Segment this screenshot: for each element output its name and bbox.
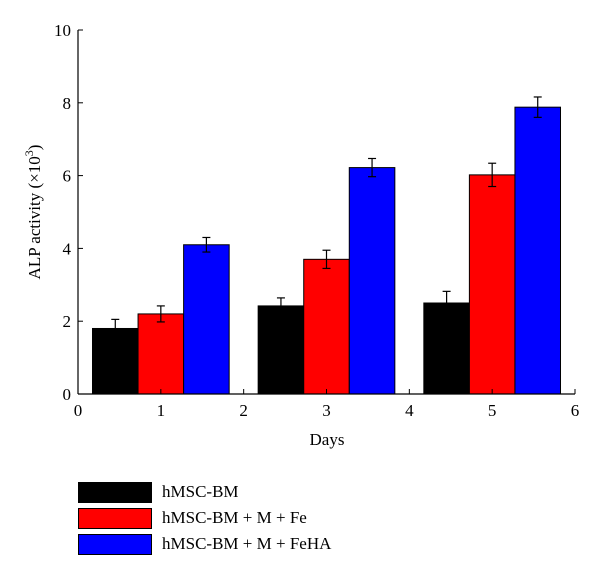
y-tick-label: 8 [63, 94, 72, 113]
bar [257, 305, 305, 395]
bar [303, 258, 350, 395]
x-axis-label: Days [310, 430, 345, 449]
legend: hMSC-BM hMSC-BM + M + Fe hMSC-BM + M + FeH… [78, 480, 331, 558]
x-tick-label: 4 [405, 401, 414, 420]
bars-layer [91, 106, 562, 395]
legend-label: hMSC-BM + M + Fe [162, 508, 307, 527]
bar [348, 167, 396, 395]
error-bar [111, 318, 120, 339]
x-tick-label: 2 [239, 401, 248, 420]
legend-item: hMSC-BM + M + FeHA [78, 532, 331, 556]
bar [468, 174, 516, 395]
bar [137, 313, 185, 395]
bar [514, 106, 562, 395]
y-tick-label: 6 [63, 167, 72, 186]
x-tick-label: 1 [157, 401, 166, 420]
y-axis-label-superscript: 3 [22, 150, 36, 156]
error-bar [322, 249, 331, 270]
legend-item: hMSC-BM + M + Fe [78, 506, 331, 530]
legend-label: hMSC-BM + M + FeHA [162, 534, 332, 553]
y-tick-label: 0 [63, 385, 72, 404]
x-tick-label: 5 [488, 401, 497, 420]
x-tick-label: 3 [322, 401, 331, 420]
bar [423, 302, 470, 395]
y-tick-label: 4 [63, 239, 72, 258]
y-tick-label: 10 [54, 21, 71, 40]
error-bars-layer [111, 96, 542, 339]
error-bar [276, 297, 285, 315]
error-bar [202, 236, 211, 253]
legend-swatch [78, 533, 152, 555]
legend-item: hMSC-BM [78, 480, 331, 504]
error-bar [156, 305, 165, 323]
y-tick-label: 2 [63, 312, 72, 331]
y-axis-label-main: ALP activity (×10 [25, 156, 44, 279]
legend-swatch [78, 481, 152, 503]
axes-layer: 0 2 4 6 8 10 0 1 2 3 4 5 6 [54, 21, 579, 420]
y-axis-label: ALP activity (×103) [22, 145, 44, 280]
x-tick-label: 0 [74, 401, 83, 420]
error-bar [488, 162, 497, 188]
bar [91, 327, 139, 395]
legend-swatch [78, 507, 152, 529]
legend-label: hMSC-BM [162, 482, 239, 501]
y-axis-label-close: ) [25, 145, 44, 151]
bar [183, 244, 230, 395]
error-bar [442, 290, 451, 316]
x-tick-label: 6 [571, 401, 580, 420]
error-bar [368, 157, 377, 178]
error-bar [533, 96, 542, 118]
